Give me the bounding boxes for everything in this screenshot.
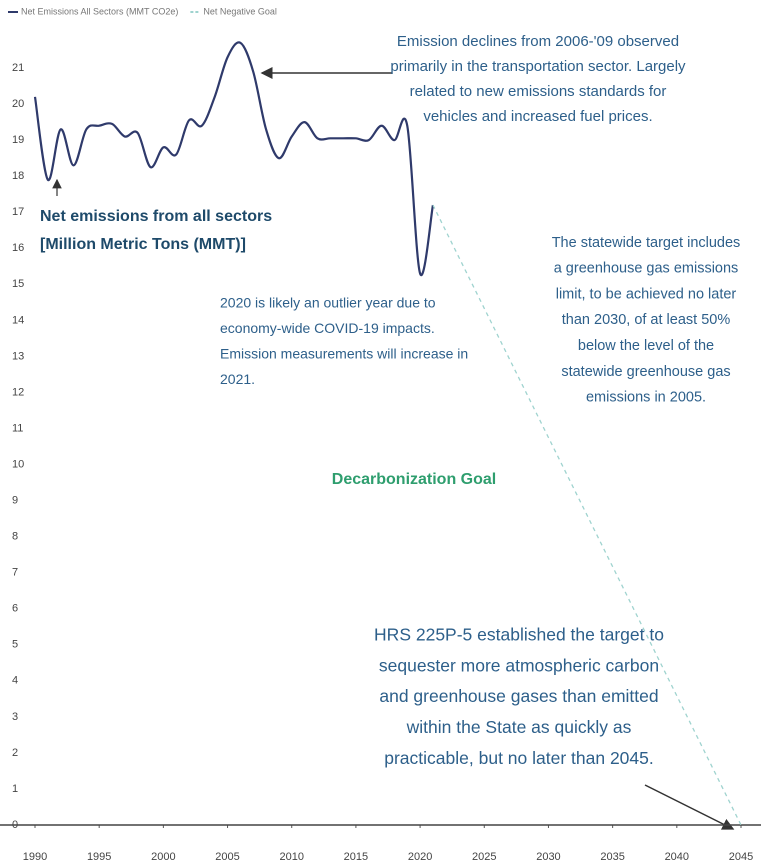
y-tick-label: 8 bbox=[12, 531, 18, 543]
x-tick-label: 2015 bbox=[344, 851, 368, 863]
annotation: and greenhouse gases than emitted bbox=[379, 686, 658, 706]
y-tick-label: 15 bbox=[12, 278, 24, 290]
x-tick-label: 2035 bbox=[600, 851, 624, 863]
data-line bbox=[432, 204, 742, 826]
y-tick-label: 14 bbox=[12, 314, 24, 326]
y-tick-label: 21 bbox=[12, 62, 24, 74]
y-tick-label: 18 bbox=[12, 170, 24, 182]
annotation: statewide greenhouse gas bbox=[561, 364, 730, 380]
annotation: The statewide target includes bbox=[552, 235, 741, 251]
annotation: 2020 is likely an outlier year due to bbox=[220, 295, 436, 311]
legend-label: Net Emissions All Sectors (MMT CO2e) bbox=[21, 6, 178, 16]
y-tick-label: 17 bbox=[12, 206, 24, 218]
annotation-arrow bbox=[644, 784, 735, 830]
annotation: below the level of the bbox=[578, 338, 714, 354]
y-tick-label: 4 bbox=[12, 675, 18, 687]
y-tick-label: 5 bbox=[12, 639, 18, 651]
annotation: a greenhouse gas emissions bbox=[554, 261, 739, 277]
x-tick-label: 2000 bbox=[151, 851, 175, 863]
data-line bbox=[33, 41, 435, 277]
y-tick-label: 7 bbox=[12, 567, 18, 579]
annotation: HRS 225P-5 established the target to bbox=[374, 625, 664, 645]
y-tick-label: 19 bbox=[12, 134, 24, 146]
y-tick-label: 11 bbox=[12, 422, 23, 434]
annotation: Emission measurements will increase in bbox=[220, 346, 468, 362]
annotation: limit, to be achieved no later bbox=[556, 286, 737, 302]
x-tick-label: 1995 bbox=[87, 851, 111, 863]
annotation: [Million Metric Tons (MMT)] bbox=[40, 236, 246, 253]
y-tick-label: 12 bbox=[12, 386, 24, 398]
annotation: primarily in the transportation sector. … bbox=[390, 58, 686, 75]
annotation: economy-wide COVID-19 impacts. bbox=[220, 320, 435, 336]
annotation: within the State as quickly as bbox=[406, 717, 632, 737]
annotation: Decarbonization Goal bbox=[332, 471, 496, 488]
y-tick-label: 3 bbox=[12, 711, 18, 723]
y-tick-label: 6 bbox=[12, 603, 18, 615]
annotation: sequester more atmospheric carbon bbox=[379, 655, 659, 675]
x-tick-label: 2040 bbox=[665, 851, 689, 863]
y-tick-label: 9 bbox=[12, 494, 18, 506]
x-tick-label: 2020 bbox=[408, 851, 432, 863]
annotation: 2021. bbox=[220, 371, 255, 387]
y-tick-label: 10 bbox=[12, 458, 24, 470]
y-tick-label: 20 bbox=[12, 98, 24, 110]
y-tick-label: 1 bbox=[12, 783, 18, 795]
y-tick-label: 13 bbox=[12, 350, 24, 362]
annotation: practicable, but no later than 2045. bbox=[384, 748, 654, 768]
x-tick-label: 2010 bbox=[279, 851, 303, 863]
x-tick-label: 2025 bbox=[472, 851, 496, 863]
x-tick-label: 1990 bbox=[23, 851, 47, 863]
annotation: than 2030, of at least 50% bbox=[562, 312, 731, 328]
annotation: emissions in 2005. bbox=[586, 390, 706, 406]
annotation: Net emissions from all sectors bbox=[40, 208, 272, 225]
legend-label: Net Negative Goal bbox=[203, 6, 277, 16]
annotation: vehicles and increased fuel prices. bbox=[423, 108, 652, 125]
annotation: Emission declines from 2006-'09 observed bbox=[397, 33, 679, 50]
y-tick-label: 16 bbox=[12, 242, 24, 254]
annotation: related to new emissions standards for bbox=[410, 83, 667, 100]
x-tick-label: 2030 bbox=[536, 851, 560, 863]
x-tick-label: 2045 bbox=[729, 851, 753, 863]
x-tick-label: 2005 bbox=[215, 851, 239, 863]
y-tick-label: 2 bbox=[12, 747, 18, 759]
